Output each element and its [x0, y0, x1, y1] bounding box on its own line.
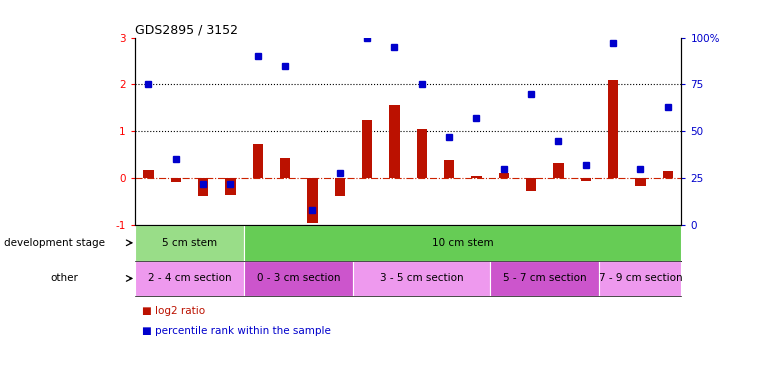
- Text: other: other: [50, 273, 78, 284]
- Bar: [390, 105, 400, 178]
- Text: development stage: development stage: [4, 238, 105, 248]
- Bar: [253, 144, 263, 178]
- Bar: [335, 178, 345, 196]
- Text: 7 - 9 cm section: 7 - 9 cm section: [598, 273, 682, 284]
- Bar: [600, 261, 681, 296]
- Text: 2 - 4 cm section: 2 - 4 cm section: [148, 273, 231, 284]
- Bar: [135, 261, 244, 296]
- Text: GDS2895 / 3152: GDS2895 / 3152: [135, 23, 238, 36]
- Bar: [471, 176, 481, 178]
- Bar: [444, 160, 454, 178]
- Text: 0 - 3 cm section: 0 - 3 cm section: [257, 273, 340, 284]
- Bar: [307, 178, 317, 223]
- Text: 5 cm stem: 5 cm stem: [162, 238, 217, 248]
- Text: ■ percentile rank within the sample: ■ percentile rank within the sample: [142, 326, 331, 336]
- Bar: [663, 171, 673, 178]
- Bar: [198, 178, 208, 196]
- Bar: [608, 80, 618, 178]
- Bar: [490, 261, 600, 296]
- Bar: [171, 178, 181, 182]
- Bar: [143, 170, 153, 178]
- Bar: [244, 225, 681, 261]
- Bar: [362, 120, 372, 178]
- Bar: [554, 163, 564, 178]
- Bar: [499, 172, 509, 178]
- Bar: [353, 261, 490, 296]
- Bar: [526, 178, 536, 191]
- Bar: [226, 178, 236, 195]
- Text: 10 cm stem: 10 cm stem: [432, 238, 494, 248]
- Bar: [635, 178, 645, 186]
- Bar: [581, 178, 591, 182]
- Text: ■ log2 ratio: ■ log2 ratio: [142, 306, 206, 316]
- Text: 5 - 7 cm section: 5 - 7 cm section: [503, 273, 587, 284]
- Bar: [280, 158, 290, 178]
- Bar: [417, 129, 427, 178]
- Bar: [135, 225, 244, 261]
- Bar: [244, 261, 353, 296]
- Text: 3 - 5 cm section: 3 - 5 cm section: [380, 273, 464, 284]
